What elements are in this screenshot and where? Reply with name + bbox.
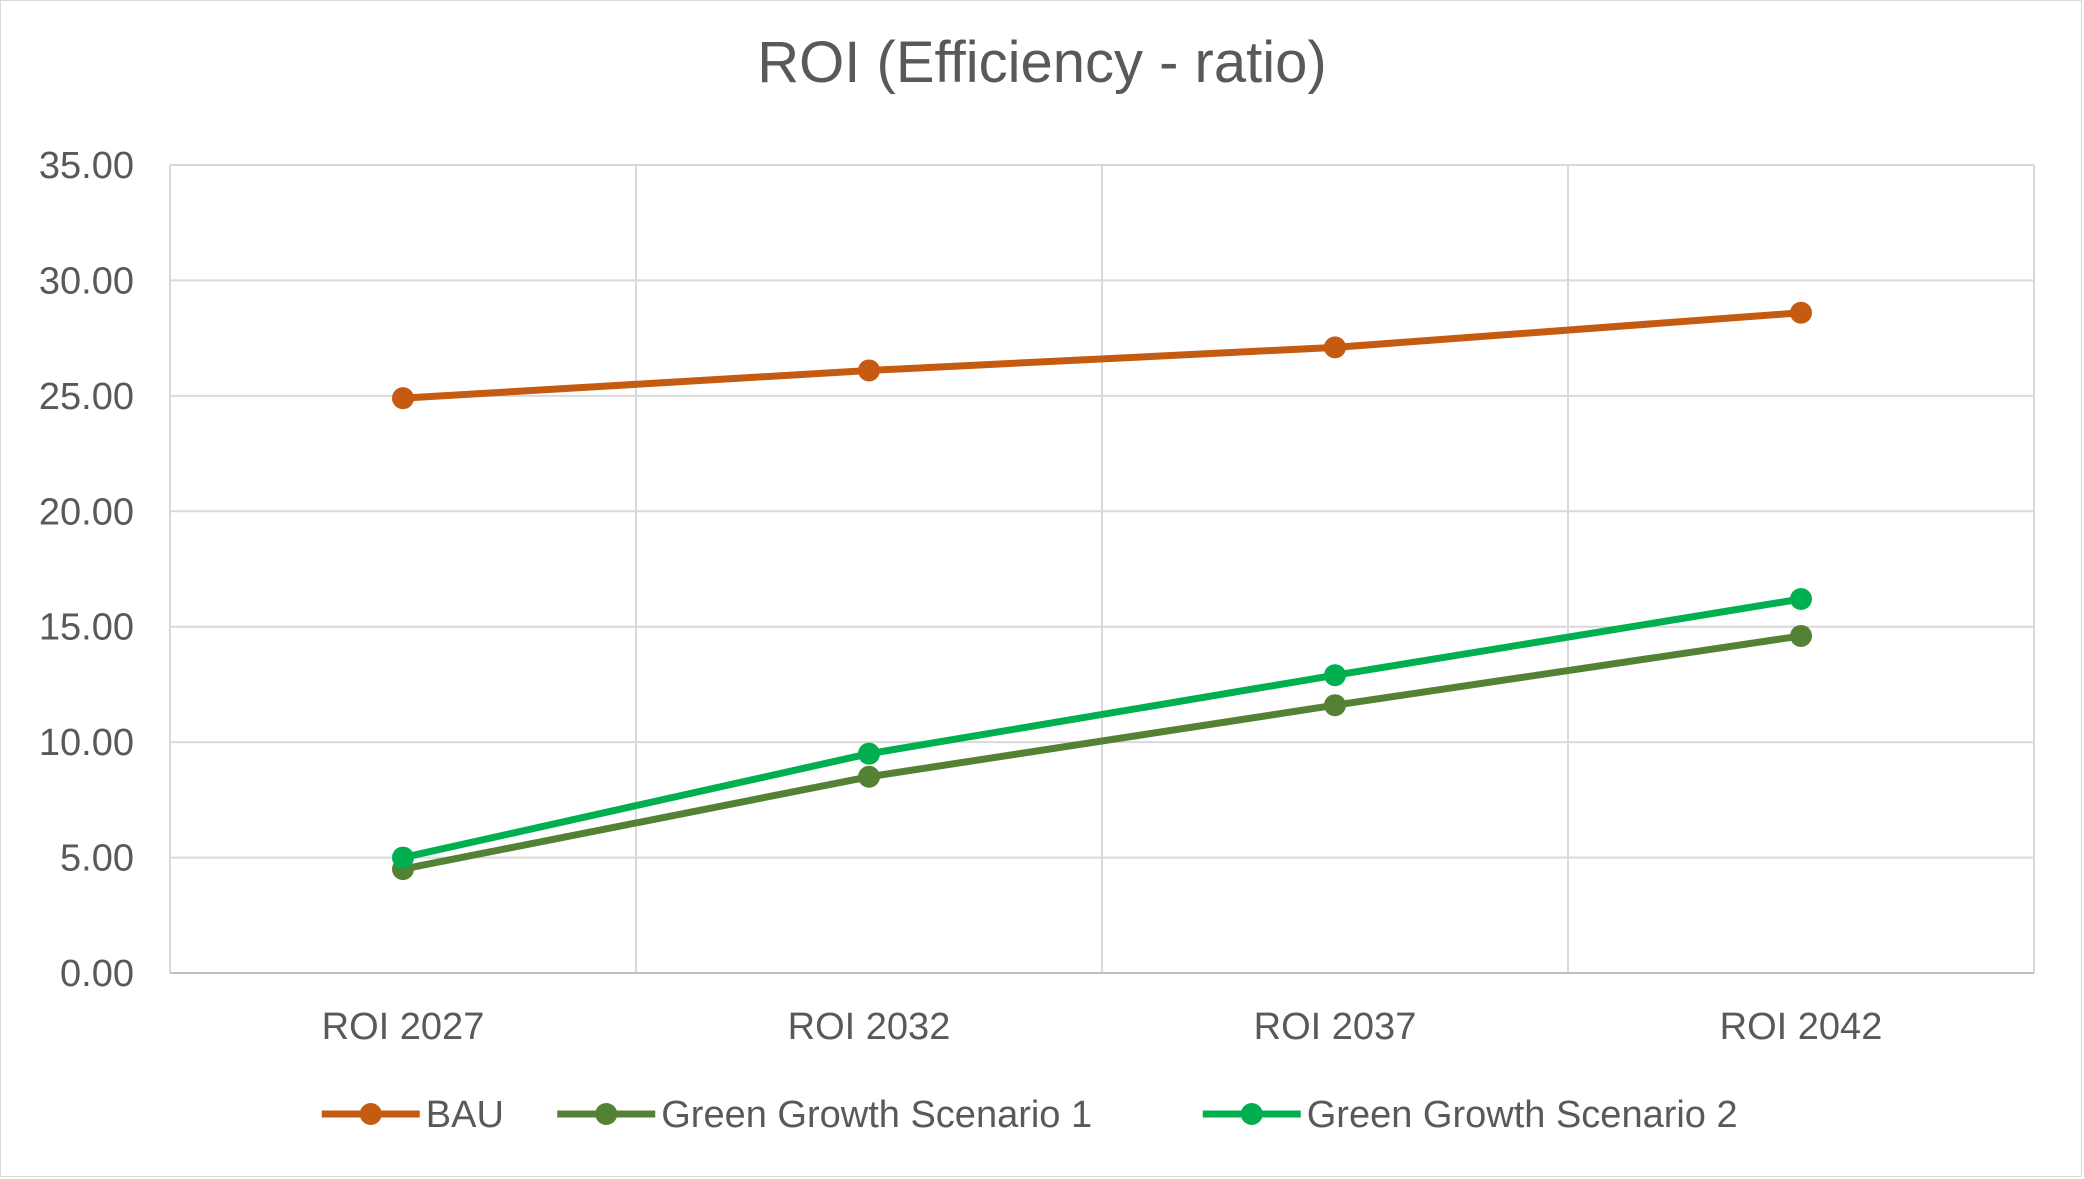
data-point xyxy=(1324,694,1346,717)
series-lines xyxy=(392,301,1812,881)
legend-label: Green Growth Scenario 2 xyxy=(1307,1094,1738,1136)
legend-item-1: BAU xyxy=(321,1094,504,1136)
data-point xyxy=(858,359,880,382)
x-tick-label: ROI 2027 xyxy=(322,1006,485,1048)
y-tick-label: 30.00 xyxy=(39,260,134,302)
y-tick-label: 35.00 xyxy=(39,145,134,187)
y-tick-label: 20.00 xyxy=(39,491,134,533)
legend-label: BAU xyxy=(426,1094,504,1136)
legend-item-2: Green Growth Scenario 1 xyxy=(557,1094,1092,1136)
legend-item-3: Green Growth Scenario 2 xyxy=(1202,1094,1738,1136)
x-tick-label: ROI 2032 xyxy=(788,1006,951,1048)
data-point xyxy=(858,742,880,765)
y-tick-label: 15.00 xyxy=(39,607,134,649)
series-line xyxy=(399,632,1805,873)
series-line xyxy=(399,595,1805,862)
legend-swatch-marker xyxy=(595,1103,618,1125)
chart-title: ROI (Efficiency - ratio) xyxy=(757,30,1327,95)
data-point xyxy=(1790,588,1812,611)
data-point xyxy=(858,765,880,788)
gridlines xyxy=(169,164,2035,974)
series-3 xyxy=(392,588,1812,869)
data-point xyxy=(392,846,414,869)
y-tick-label: 10.00 xyxy=(39,722,134,764)
data-point xyxy=(1790,301,1812,324)
data-point xyxy=(392,387,414,410)
legend-label: Green Growth Scenario 1 xyxy=(661,1094,1092,1136)
legend-swatch-marker xyxy=(1240,1103,1263,1125)
y-tick-label: 5.00 xyxy=(60,838,134,880)
x-tick-label: ROI 2042 xyxy=(1720,1006,1883,1048)
data-point xyxy=(1324,664,1346,687)
data-point xyxy=(1790,624,1812,647)
series-2 xyxy=(392,624,1812,881)
legend-swatch-marker xyxy=(359,1103,382,1125)
y-tick-label: 25.00 xyxy=(39,376,134,418)
x-tick-label: ROI 2037 xyxy=(1254,1006,1417,1048)
data-point xyxy=(1324,336,1346,359)
series-line xyxy=(399,309,1805,402)
axes: 0.00 5.00 10.00 15.00 20.00 25.00 30.00 35.00 RO… xyxy=(39,145,2034,1048)
y-tick-label: 0.00 xyxy=(60,953,134,995)
legend: BAU Green Growth Scenario 1 Green Growth S… xyxy=(321,1094,1738,1136)
series-1 xyxy=(392,301,1812,410)
